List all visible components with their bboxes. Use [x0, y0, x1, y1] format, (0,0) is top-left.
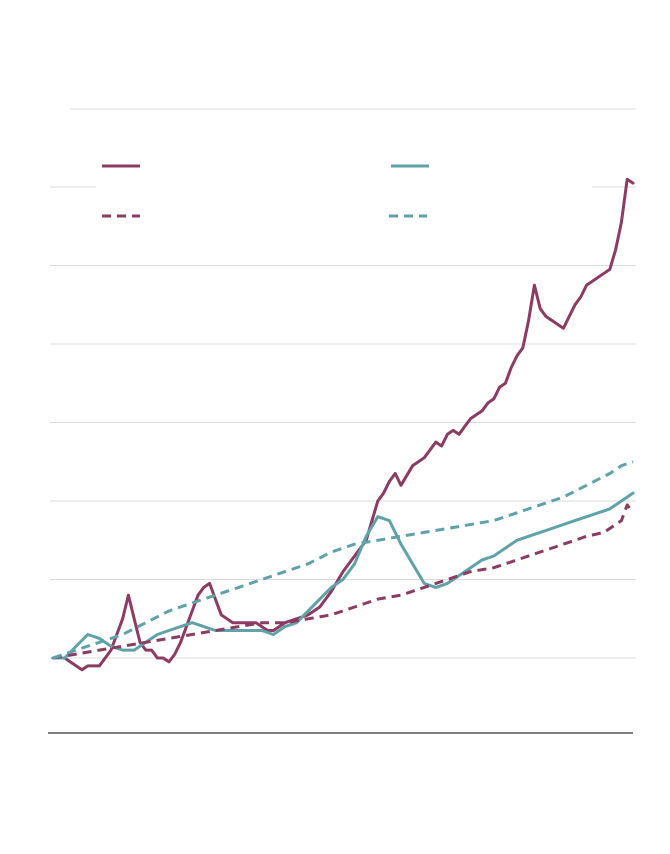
series-lines: [51, 177, 635, 672]
gridlines: [50, 186, 636, 659]
series-line-s1: [51, 177, 635, 672]
series-line-s4: [52, 460, 634, 660]
series-line-s3: [52, 503, 635, 660]
legend-background: [96, 140, 592, 232]
series-line-s2: [51, 491, 635, 660]
legend: [96, 140, 592, 232]
